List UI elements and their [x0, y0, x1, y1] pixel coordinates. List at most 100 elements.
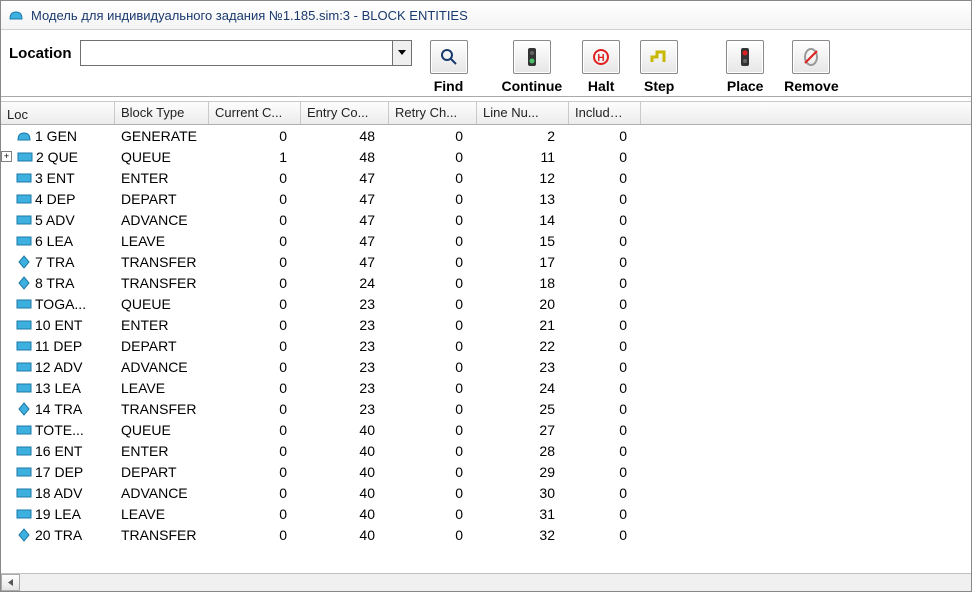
table-row[interactable]: 5 ADVADVANCE0470140: [1, 209, 971, 230]
cell-include: 0: [569, 233, 641, 249]
block-icon: [15, 193, 33, 205]
halt-button[interactable]: H: [582, 40, 620, 74]
block-icon: [15, 172, 33, 184]
cell-line-number: 24: [477, 380, 569, 396]
toolbar: Location Find: [1, 30, 971, 97]
loc-text: TOGA...: [35, 296, 86, 312]
search-icon: [440, 48, 458, 66]
table-row[interactable]: TOTE...QUEUE0400270: [1, 419, 971, 440]
loc-text: 19 LEA: [35, 506, 81, 522]
table-row[interactable]: 19 LEALEAVE0400310: [1, 503, 971, 524]
col-block-type[interactable]: Block Type: [115, 102, 209, 124]
halt-icon: H: [592, 48, 610, 66]
table-row[interactable]: 1 GENGENERATE048020: [1, 125, 971, 146]
trafficlight-green-icon: [527, 47, 537, 67]
table-row[interactable]: 4 DEPDEPART0470130: [1, 188, 971, 209]
table-row[interactable]: 13 LEALEAVE0230240: [1, 377, 971, 398]
table-row[interactable]: 11 DEPDEPART0230220: [1, 335, 971, 356]
location-dropdown-button[interactable]: [392, 41, 411, 65]
cell-current-count: 0: [209, 380, 301, 396]
trafficlight-red-icon: [740, 47, 750, 67]
cell-retry-chain: 0: [389, 296, 477, 312]
cell-line-number: 17: [477, 254, 569, 270]
block-icon: [15, 466, 33, 478]
table-row[interactable]: 10 ENTENTER0230210: [1, 314, 971, 335]
cell-line-number: 32: [477, 527, 569, 543]
loc-text: 7 TRA: [35, 254, 74, 270]
cell-retry-chain: 0: [389, 128, 477, 144]
block-icon: [15, 276, 33, 290]
place-button[interactable]: [726, 40, 764, 74]
col-retry-ch[interactable]: Retry Ch...: [389, 102, 477, 124]
table-row[interactable]: TOGA...QUEUE0230200: [1, 293, 971, 314]
find-button[interactable]: [430, 40, 468, 74]
cell-loc: 6 LEA: [1, 233, 115, 249]
cell-retry-chain: 0: [389, 317, 477, 333]
col-include[interactable]: Include-...: [569, 102, 641, 124]
table-row[interactable]: 20 TRATRANSFER0400320: [1, 524, 971, 545]
loc-text: 17 DEP: [35, 464, 83, 480]
cell-entry-count: 40: [301, 443, 389, 459]
table-row[interactable]: 18 ADVADVANCE0400300: [1, 482, 971, 503]
step-button[interactable]: [640, 40, 678, 74]
remove-button[interactable]: [792, 40, 830, 74]
loc-text: 13 LEA: [35, 380, 81, 396]
col-current-c[interactable]: Current C...: [209, 102, 301, 124]
cell-block-type: DEPART: [115, 191, 209, 207]
table-row[interactable]: 12 ADVADVANCE0230230: [1, 356, 971, 377]
cell-line-number: 29: [477, 464, 569, 480]
grid-body[interactable]: 1 GENGENERATE048020+2 QUEQUEUE14801103 E…: [1, 125, 971, 573]
cell-block-type: LEAVE: [115, 380, 209, 396]
cell-loc: +2 QUE: [1, 149, 115, 165]
loc-text: 8 TRA: [35, 275, 74, 291]
location-combo[interactable]: [80, 40, 412, 66]
cell-current-count: 0: [209, 296, 301, 312]
cell-entry-count: 48: [301, 128, 389, 144]
block-icon: [15, 235, 33, 247]
cell-block-type: LEAVE: [115, 233, 209, 249]
cell-entry-count: 23: [301, 338, 389, 354]
cell-include: 0: [569, 338, 641, 354]
table-row[interactable]: 17 DEPDEPART0400290: [1, 461, 971, 482]
table-row[interactable]: +2 QUEQUEUE1480110: [1, 146, 971, 167]
cell-block-type: GENERATE: [115, 128, 209, 144]
block-icon: [15, 255, 33, 269]
cell-retry-chain: 0: [389, 485, 477, 501]
cell-retry-chain: 0: [389, 401, 477, 417]
table-row[interactable]: 3 ENTENTER0470120: [1, 167, 971, 188]
col-line-nu[interactable]: Line Nu...: [477, 102, 569, 124]
table-row[interactable]: 7 TRATRANSFER0470170: [1, 251, 971, 272]
cell-include: 0: [569, 527, 641, 543]
toolbar-buttons-left: Find: [430, 40, 468, 94]
cell-include: 0: [569, 149, 641, 165]
cell-current-count: 0: [209, 422, 301, 438]
cell-block-type: ENTER: [115, 317, 209, 333]
grid-header: Loc Block Type Current C... Entry Co... …: [1, 101, 971, 125]
col-entry-co[interactable]: Entry Co...: [301, 102, 389, 124]
cell-line-number: 2: [477, 128, 569, 144]
table-row[interactable]: 16 ENTENTER0400280: [1, 440, 971, 461]
cell-loc: 5 ADV: [1, 212, 115, 228]
cell-current-count: 0: [209, 359, 301, 375]
location-input[interactable]: [81, 41, 392, 65]
toolbar-buttons-place: Place Remove: [726, 40, 838, 94]
col-loc[interactable]: Loc: [1, 102, 115, 124]
continue-label: Continue: [502, 78, 563, 94]
loc-text: 20 TRA: [35, 527, 82, 543]
cell-retry-chain: 0: [389, 170, 477, 186]
cell-loc: 10 ENT: [1, 317, 115, 333]
svg-text:H: H: [598, 53, 605, 64]
cell-entry-count: 47: [301, 170, 389, 186]
cell-block-type: DEPART: [115, 338, 209, 354]
table-row[interactable]: 6 LEALEAVE0470150: [1, 230, 971, 251]
continue-button[interactable]: [513, 40, 551, 74]
horizontal-scrollbar[interactable]: [1, 573, 971, 591]
table-row[interactable]: 8 TRATRANSFER0240180: [1, 272, 971, 293]
cell-retry-chain: 0: [389, 275, 477, 291]
cell-entry-count: 48: [301, 149, 389, 165]
expand-icon[interactable]: +: [1, 151, 12, 162]
scroll-left-button[interactable]: [1, 574, 20, 591]
block-icon: [16, 151, 34, 163]
table-row[interactable]: 14 TRATRANSFER0230250: [1, 398, 971, 419]
cell-block-type: LEAVE: [115, 506, 209, 522]
